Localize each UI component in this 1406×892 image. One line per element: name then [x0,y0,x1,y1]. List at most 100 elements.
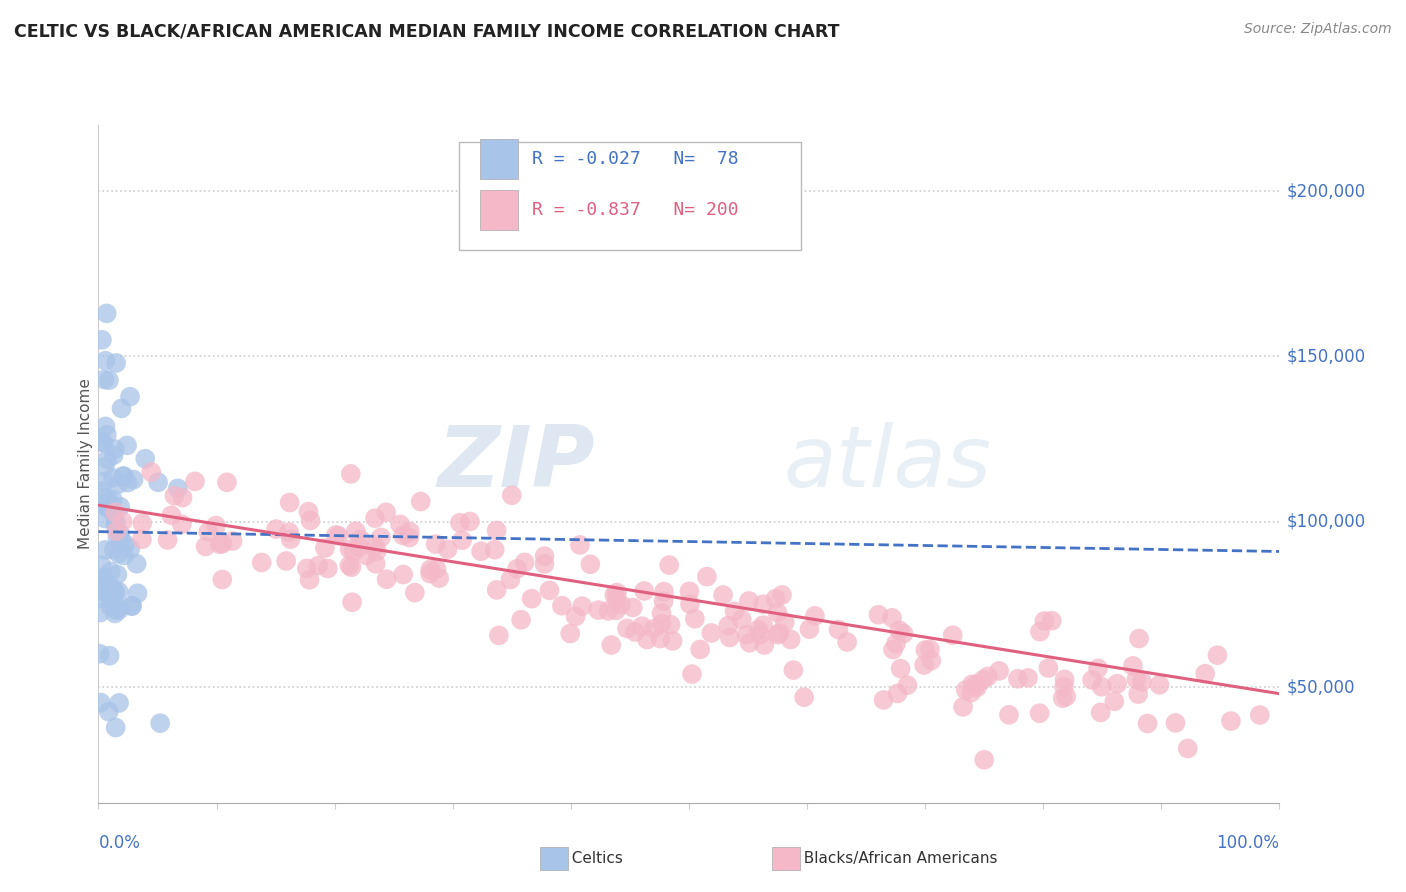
Point [211,536,233,550]
Point [101,471,124,485]
Point [342,544,364,558]
Point [104,586,127,600]
Point [347,540,370,554]
Point [659,617,682,632]
Text: $150,000: $150,000 [1286,347,1365,366]
Point [560,626,582,640]
Point [276,554,298,568]
Point [91,435,114,450]
Point [679,597,702,611]
Point [100,565,122,579]
Point [141,465,163,479]
Point [1219,714,1241,728]
Point [94,419,117,434]
Point [752,597,775,611]
Point [215,475,238,490]
Point [1028,706,1050,721]
Point [571,599,593,614]
Point [804,608,827,623]
Point [297,505,319,519]
Point [533,549,555,563]
Point [278,525,301,540]
Point [356,549,378,563]
Point [605,603,627,617]
Text: 100.0%: 100.0% [1216,834,1279,852]
Point [375,505,398,519]
Point [131,516,153,531]
Point [955,683,977,698]
Point [683,612,706,626]
FancyBboxPatch shape [458,142,801,251]
Point [896,678,918,692]
Point [340,595,363,609]
Point [1104,694,1126,708]
Text: R = -0.027   N=  78: R = -0.027 N= 78 [531,150,738,168]
Point [339,542,361,557]
Text: Source: ZipAtlas.com: Source: ZipAtlas.com [1244,22,1392,37]
Point [449,516,471,530]
Point [1122,659,1144,673]
Point [1149,678,1171,692]
Point [250,556,273,570]
Point [893,626,915,640]
Point [208,537,231,551]
Point [738,636,761,650]
Point [197,524,219,539]
Text: $100,000: $100,000 [1286,513,1365,531]
Point [501,488,523,502]
Point [90,558,112,573]
Text: $200,000: $200,000 [1286,182,1365,200]
Point [94,459,117,474]
Point [616,621,638,635]
Point [93,372,115,386]
Point [103,587,125,601]
Point [484,542,506,557]
Point [506,562,529,576]
Point [606,592,628,607]
Point [111,515,134,529]
Point [103,583,125,598]
Point [112,469,135,483]
Point [962,677,984,691]
Y-axis label: Median Family Income: Median Family Income [77,378,93,549]
Point [392,567,415,582]
Point [93,574,115,588]
Point [499,573,522,587]
Point [606,585,628,599]
Point [299,514,322,528]
Point [1164,715,1187,730]
Point [661,633,683,648]
Point [972,673,994,687]
Point [1040,614,1063,628]
Point [636,632,658,647]
Point [337,558,360,573]
Point [97,705,120,719]
Point [103,448,125,462]
Point [652,594,675,608]
FancyBboxPatch shape [479,139,517,179]
Point [90,484,112,499]
Point [110,531,132,545]
Point [723,604,745,618]
Point [127,586,149,600]
Point [458,515,481,529]
Point [101,492,124,507]
Text: Celtics: Celtics [562,851,623,865]
Point [643,622,665,636]
Point [988,664,1011,678]
Text: 0.0%: 0.0% [98,834,141,852]
Point [960,686,983,700]
Point [94,543,117,558]
Point [118,390,141,404]
Point [172,491,194,505]
Point [366,544,388,558]
Point [603,588,626,602]
Point [107,584,129,599]
Point [107,477,129,491]
Point [115,438,138,452]
Point [409,494,432,508]
Point [966,681,988,695]
Point [588,603,610,617]
Point [779,632,801,647]
Point [738,594,761,608]
